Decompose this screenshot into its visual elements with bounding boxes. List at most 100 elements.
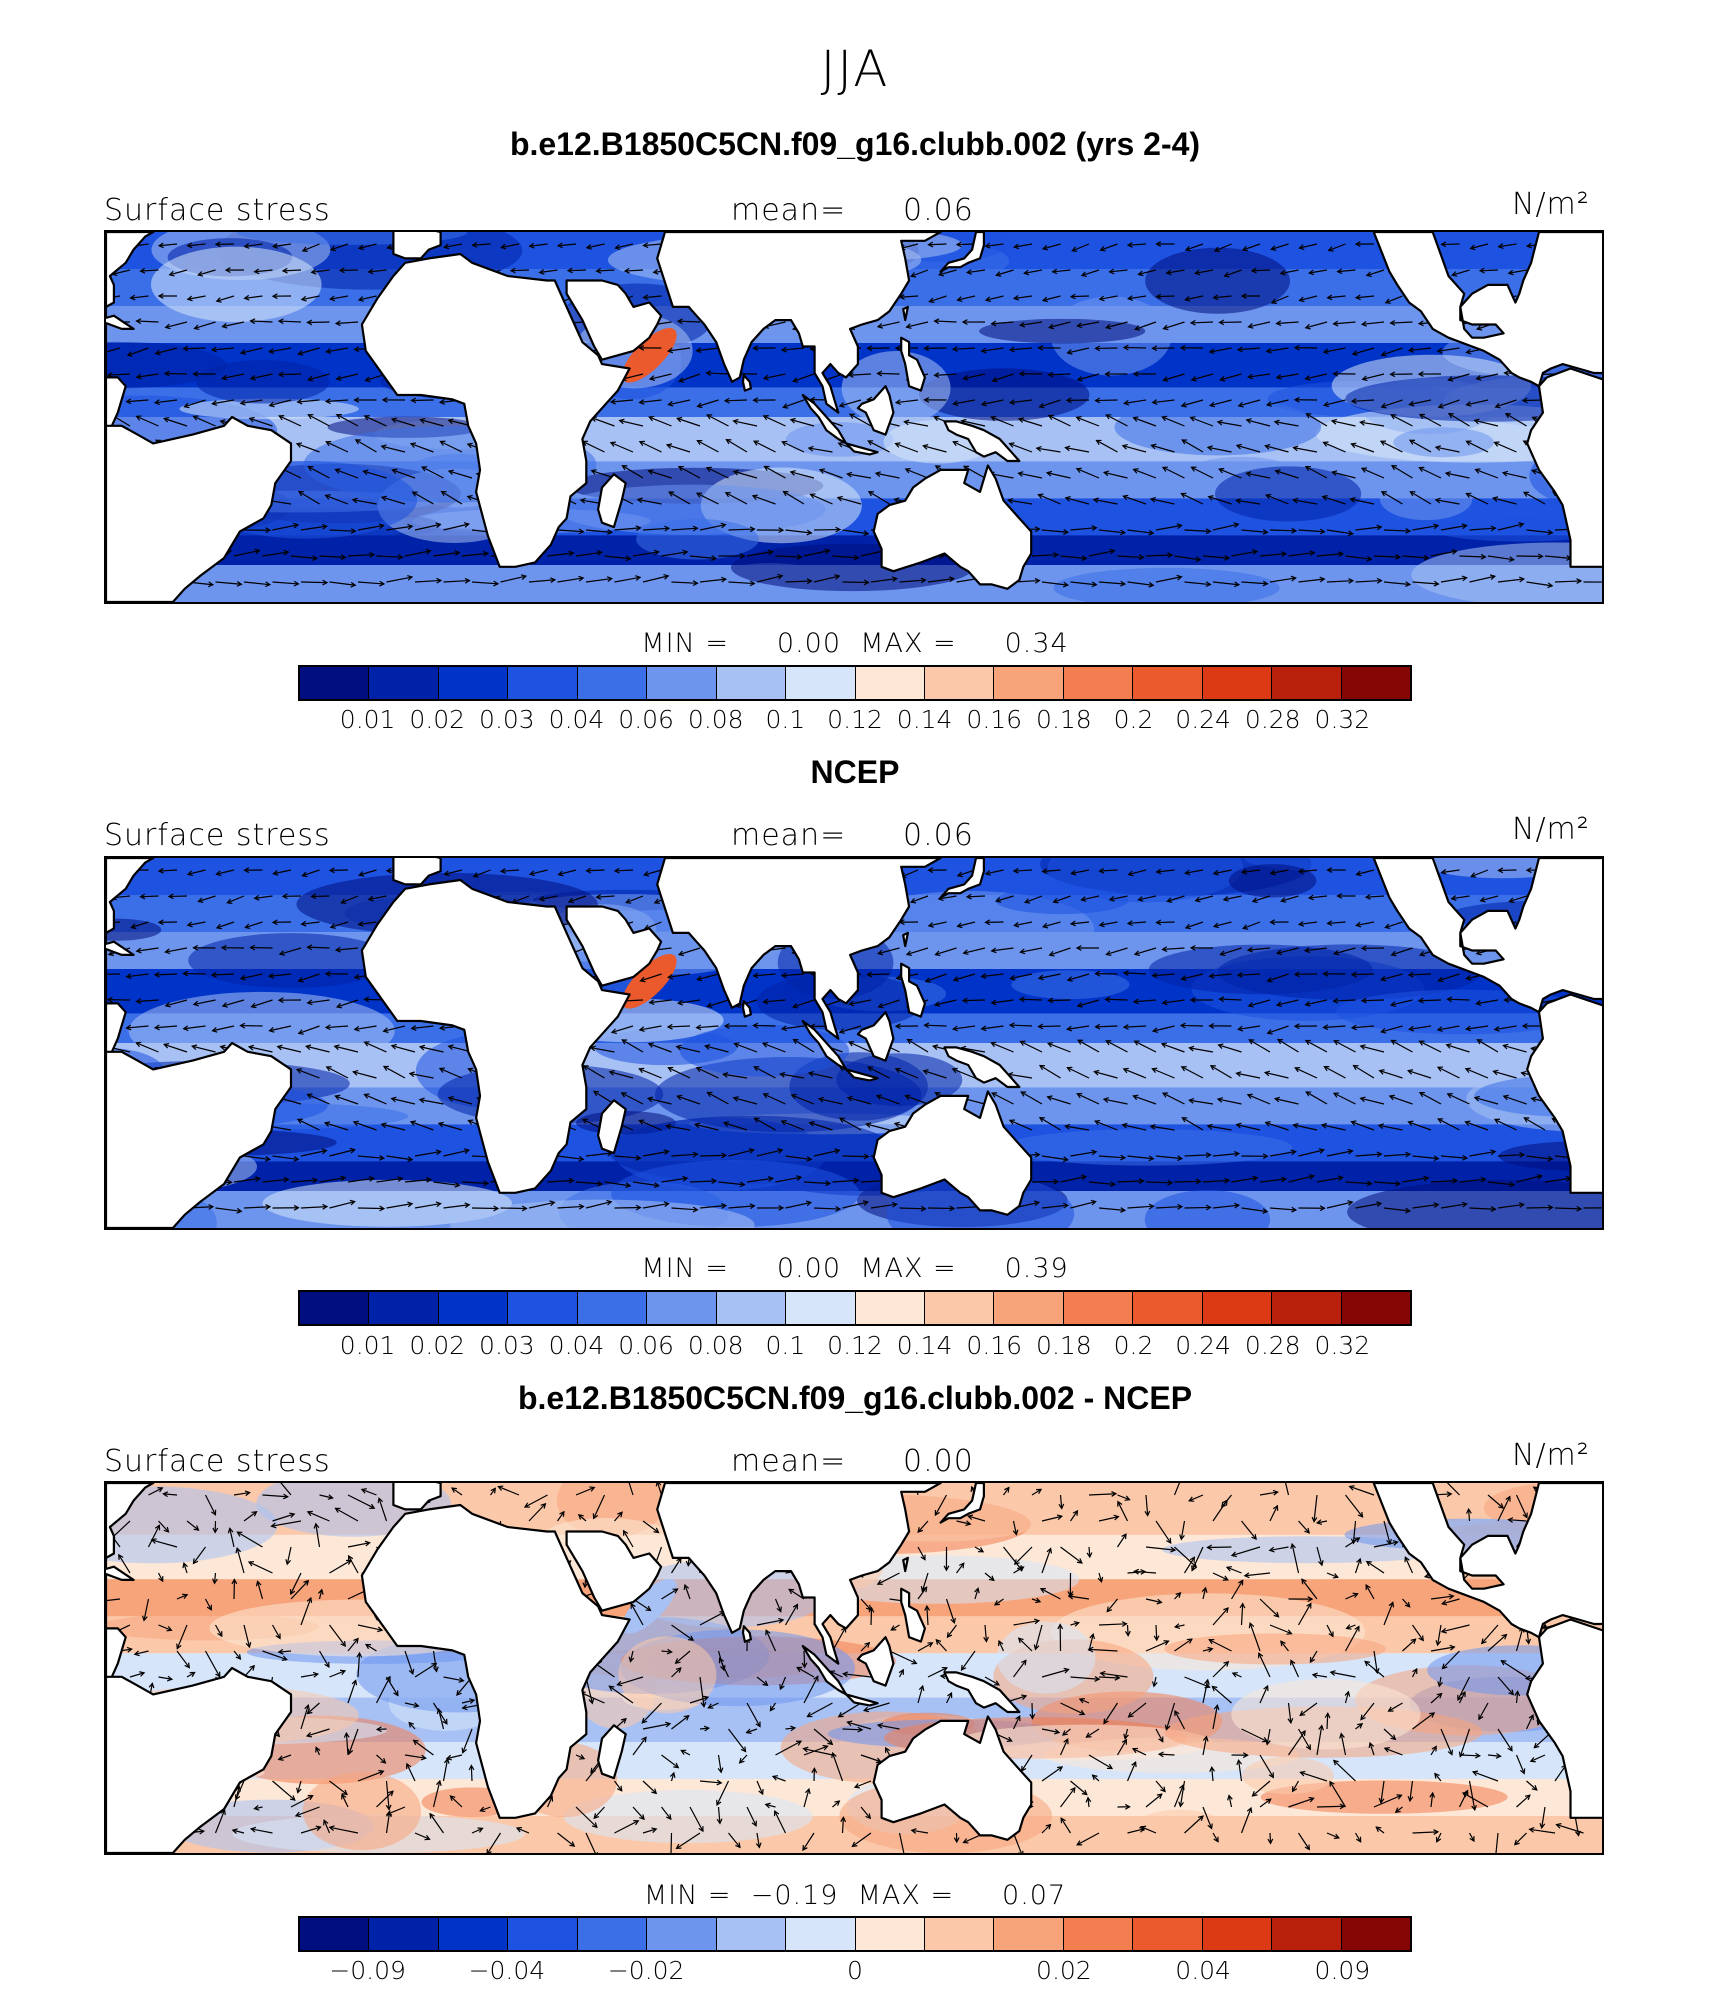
wind-vector xyxy=(1161,946,1185,953)
wind-vector xyxy=(1076,321,1100,329)
wind-vector xyxy=(621,1039,644,1053)
wind-vector xyxy=(671,1624,695,1641)
wind-vector xyxy=(1181,439,1204,453)
wind-vector xyxy=(1088,548,1116,557)
wind-vector xyxy=(779,1071,805,1079)
wind-vector xyxy=(1191,1546,1204,1572)
field-blob xyxy=(1118,1809,1241,1853)
wind-vector xyxy=(1476,1039,1499,1053)
wind-vector xyxy=(347,1176,375,1183)
wind-vector xyxy=(695,347,719,354)
wind-vector xyxy=(1248,1622,1261,1652)
wind-vector xyxy=(1407,971,1432,978)
wind-vector xyxy=(803,1180,832,1187)
landmass-namerE xyxy=(106,232,155,308)
panel-2-variable-label: Surface stress xyxy=(104,818,331,853)
wind-vector xyxy=(385,1811,392,1834)
wind-vector xyxy=(1350,398,1375,404)
wind-vector xyxy=(300,1148,328,1157)
wind-vector xyxy=(1269,575,1297,583)
wind-vector xyxy=(1202,1177,1231,1184)
wind-vector xyxy=(1264,444,1289,453)
wind-vector xyxy=(1230,1579,1244,1600)
wind-vector xyxy=(1149,496,1175,505)
wind-vector xyxy=(233,548,261,557)
wind-vector xyxy=(1070,1675,1101,1682)
wind-vector xyxy=(300,579,329,586)
wind-vector xyxy=(135,1041,159,1053)
wind-vector xyxy=(788,1588,805,1600)
landmass-japan xyxy=(939,232,985,273)
wind-vector xyxy=(297,347,320,356)
wind-vector xyxy=(1461,1792,1489,1808)
wind-vector xyxy=(1117,554,1145,561)
wind-vector xyxy=(984,1572,995,1582)
colorbar-swatch xyxy=(508,667,578,699)
wind-vector xyxy=(300,1825,322,1834)
wind-vector xyxy=(756,1617,785,1626)
wind-vector xyxy=(1240,1806,1253,1834)
wind-vector xyxy=(1355,921,1375,928)
wind-vector xyxy=(214,1624,223,1638)
wind-vector xyxy=(1459,553,1487,560)
wind-vector xyxy=(696,973,719,982)
wind-vector xyxy=(1440,575,1468,583)
wind-vector xyxy=(365,1643,377,1652)
wind-vector xyxy=(1251,895,1271,903)
wind-vector xyxy=(295,442,320,453)
wind-vector xyxy=(648,415,672,427)
wind-vector xyxy=(675,1832,701,1850)
wind-vector xyxy=(671,1667,682,1678)
wind-vector xyxy=(1404,1556,1414,1574)
wind-vector xyxy=(1555,1823,1584,1834)
wind-vector xyxy=(329,581,357,588)
wind-vector xyxy=(385,1780,392,1811)
colorbar-swatch xyxy=(647,1918,717,1950)
wind-vector xyxy=(1041,529,1070,535)
wind-vector xyxy=(1243,1572,1271,1579)
colorbar-tick-label: 0.12 xyxy=(827,1331,883,1360)
wind-vector xyxy=(497,1485,520,1496)
wind-vector xyxy=(990,947,1014,954)
wind-vector xyxy=(774,1598,782,1613)
wind-vector xyxy=(509,267,530,274)
wind-vector xyxy=(1380,491,1403,505)
wind-vector xyxy=(980,1025,1004,1032)
wind-vector xyxy=(1094,1119,1118,1131)
wind-vector xyxy=(1301,1578,1318,1600)
wind-vector xyxy=(917,1520,929,1533)
wind-vector xyxy=(1126,1760,1137,1782)
wind-vector xyxy=(1013,921,1033,928)
wind-vector xyxy=(1003,1486,1010,1496)
wind-vector xyxy=(1402,1175,1430,1183)
wind-vector xyxy=(1350,1120,1375,1131)
wind-vector xyxy=(528,1200,556,1209)
wind-vector xyxy=(1492,1069,1517,1079)
panel-3-max-value: 0.07 xyxy=(1002,1880,1067,1911)
wind-vector xyxy=(1259,1798,1272,1808)
wind-vector xyxy=(771,1775,786,1782)
wind-vector xyxy=(1076,999,1100,1008)
wind-vector xyxy=(305,1728,330,1738)
wind-vector xyxy=(922,444,947,453)
wind-vector xyxy=(1350,442,1375,453)
wind-vector xyxy=(1359,1044,1385,1053)
wind-vector xyxy=(1458,1690,1466,1704)
wind-vector xyxy=(281,267,302,274)
wind-vector xyxy=(877,947,900,956)
wind-vector xyxy=(832,554,860,561)
wind-vector xyxy=(1037,344,1061,351)
wind-vector xyxy=(414,1832,431,1841)
wind-vector xyxy=(1411,1667,1418,1678)
wind-vector xyxy=(1473,1095,1499,1105)
wind-vector xyxy=(221,373,245,381)
wind-vector xyxy=(874,471,900,479)
wind-vector xyxy=(980,347,1004,354)
colorbar-swatch xyxy=(508,1292,578,1324)
wind-vector xyxy=(648,999,672,1006)
wind-vector xyxy=(1270,243,1289,251)
wind-vector xyxy=(1134,321,1157,331)
wind-vector xyxy=(642,574,670,583)
wind-vector xyxy=(1066,347,1090,355)
wind-vector xyxy=(357,1154,386,1161)
